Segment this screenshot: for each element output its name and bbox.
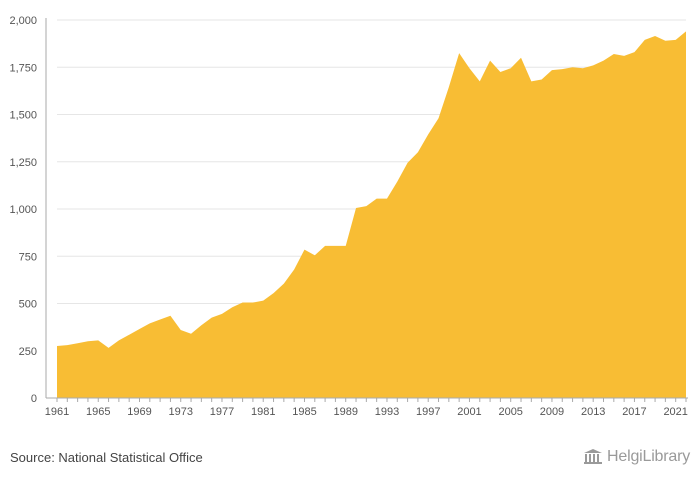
y-tick-label: 1,250 [9, 157, 37, 169]
area-chart: 0 250 500 750 1,000 1,250 1,500 1,750 2,000 1961… [9, 15, 688, 418]
x-tick-label: 1985 [292, 406, 316, 418]
y-tick-label: 500 [19, 299, 37, 311]
y-tick-label: 750 [19, 251, 37, 263]
x-tick-label: 2017 [622, 406, 646, 418]
y-tick-label: 1,500 [9, 110, 37, 122]
series-area-layer [57, 31, 686, 399]
y-tick-label: 2,000 [9, 15, 37, 27]
y-axis-tick-labels: 0 250 500 750 1,000 1,250 1,500 1,750 2,000 [9, 15, 37, 405]
x-tick-label: 2013 [581, 406, 605, 418]
x-tick-label: 1961 [45, 406, 69, 418]
y-tick-label: 1,000 [9, 204, 37, 216]
x-tick-label: 2005 [498, 406, 522, 418]
x-tick-label: 1973 [168, 406, 192, 418]
x-tick-label: 2001 [457, 406, 481, 418]
brand-name: HelgiLibrary [607, 448, 690, 465]
y-tick-label: 1,750 [9, 62, 37, 74]
y-tick-label: 0 [31, 393, 37, 405]
x-tick-label: 1981 [251, 406, 275, 418]
x-tick-label: 1997 [416, 406, 440, 418]
x-tick-label: 1977 [210, 406, 234, 418]
x-tick-label: 1993 [375, 406, 399, 418]
x-tick-label: 2009 [540, 406, 564, 418]
y-tick-label: 250 [19, 346, 37, 358]
x-tick-label: 2021 [663, 406, 687, 418]
series-area [57, 31, 686, 399]
axes [45, 18, 688, 402]
x-tick-label: 1989 [333, 406, 357, 418]
x-tick-label: 1965 [86, 406, 110, 418]
library-columns-icon [584, 449, 603, 464]
x-tick-label: 1969 [127, 406, 151, 418]
source-note: Source: National Statistical Office [10, 450, 203, 465]
brand-logo[interactable]: HelgiLibrary [583, 448, 690, 466]
x-axis-tick-labels: 1961 1965 1969 1973 1977 1981 1985 1989 1993 1997… [45, 406, 688, 418]
